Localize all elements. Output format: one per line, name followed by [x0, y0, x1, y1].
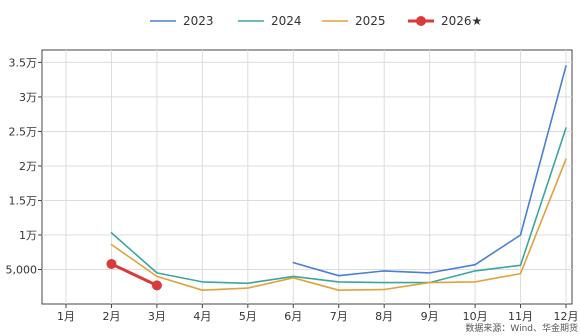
x-tick-label: 10月 — [463, 310, 488, 323]
y-axis: 5,000 1万 1.5万 2万 2.5万 3万 3.5万 — [6, 56, 42, 276]
x-tick-label: 12月 — [554, 310, 579, 323]
data-point — [151, 280, 162, 291]
series-line-2025 — [110, 158, 567, 292]
legend-label: 2026★ — [441, 14, 482, 28]
series-lines — [106, 65, 567, 292]
y-tick-label: 5,000 — [6, 263, 38, 276]
x-tick-label: 4月 — [193, 310, 211, 323]
series-line-2023 — [292, 65, 567, 277]
legend-label: 2025 — [355, 14, 386, 28]
source-note: 数据来源：Wind、华金期货 — [465, 322, 578, 334]
y-tick-label: 3.5万 — [9, 56, 38, 69]
x-tick-label: 5月 — [239, 310, 257, 323]
data-point — [106, 258, 117, 269]
y-tick-label: 2.5万 — [9, 125, 38, 138]
y-tick-label: 3万 — [19, 91, 37, 104]
legend-marker — [416, 16, 426, 26]
plot-border — [41, 49, 573, 305]
x-tick-label: 2月 — [102, 310, 120, 323]
x-tick-label: 3月 — [148, 310, 166, 323]
legend: 2023 2024 2025 2026★ — [150, 14, 482, 28]
x-tick-label: 9月 — [421, 310, 439, 323]
y-tick-label: 2万 — [19, 160, 37, 173]
x-tick-label: 7月 — [330, 310, 348, 323]
x-tick-label: 1月 — [57, 310, 75, 323]
plot-area — [41, 49, 573, 305]
x-axis: 1月 2月 3月 4月 5月 6月 7月 8月 9月 10月 11月 12月 — [57, 304, 579, 323]
x-tick-label: 11月 — [508, 310, 533, 323]
y-tick-label: 1万 — [19, 229, 37, 242]
y-tick-label: 1.5万 — [9, 194, 38, 207]
series-line-2024 — [110, 127, 567, 285]
x-tick-label: 6月 — [284, 310, 302, 323]
legend-label: 2024 — [271, 14, 302, 28]
series-line-2026 — [110, 262, 159, 287]
legend-label: 2023 — [183, 14, 214, 28]
x-tick-label: 8月 — [375, 310, 393, 323]
